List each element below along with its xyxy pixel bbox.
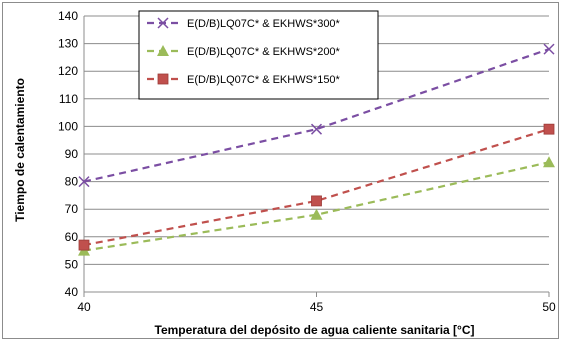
legend-marker bbox=[157, 17, 169, 29]
series-3 bbox=[78, 123, 555, 251]
x-tick-labels: 40 45 50 bbox=[77, 292, 556, 314]
data-point bbox=[543, 123, 555, 135]
y-tick-label: 100 bbox=[58, 119, 78, 133]
series-line bbox=[83, 161, 550, 252]
legend-marker bbox=[157, 45, 169, 56]
y-axis-title: Tiempo de calentamiento bbox=[13, 78, 27, 222]
legend-item: E(D/B)LQ07C* & EKHWS*200* bbox=[147, 45, 341, 58]
data-point bbox=[311, 195, 322, 207]
series-1 bbox=[78, 43, 555, 188]
y-tick-label: 120 bbox=[58, 64, 78, 78]
series-layer bbox=[78, 43, 555, 256]
series-line bbox=[83, 128, 550, 247]
y-tick-labels: 40 50 60 70 80 90 100 110 120 130 140 bbox=[58, 9, 78, 299]
legend-item: E(D/B)LQ07C* & EKHWS*150* bbox=[147, 73, 341, 86]
legend-label: E(D/B)LQ07C* & EKHWS*200* bbox=[187, 46, 341, 58]
x-axis-title: Temperatura del depósito de agua calient… bbox=[155, 323, 475, 337]
y-tick-label: 140 bbox=[58, 9, 78, 23]
legend-marker bbox=[157, 73, 169, 85]
data-point bbox=[78, 176, 90, 188]
x-tick-label: 40 bbox=[77, 300, 91, 314]
x-tick-label: 50 bbox=[542, 300, 556, 314]
x-tick-label: 45 bbox=[310, 300, 324, 314]
y-tick-label: 90 bbox=[65, 147, 79, 161]
legend: E(D/B)LQ07C* & EKHWS*300* E(D/B)LQ07C* & … bbox=[138, 10, 379, 100]
y-tick-label: 60 bbox=[65, 230, 79, 244]
legend-label: E(D/B)LQ07C* & EKHWS*150* bbox=[187, 74, 341, 86]
y-tick-label: 50 bbox=[65, 257, 79, 271]
data-point bbox=[543, 43, 555, 55]
y-tick-label: 130 bbox=[58, 37, 78, 51]
legend-item: E(D/B)LQ07C* & EKHWS*300* bbox=[147, 17, 341, 30]
y-tick-label: 110 bbox=[59, 92, 78, 106]
legend-label: E(D/B)LQ07C* & EKHWS*300* bbox=[187, 18, 341, 30]
y-tick-label: 80 bbox=[65, 175, 79, 189]
data-point bbox=[78, 239, 90, 251]
y-tick-label: 70 bbox=[65, 202, 79, 216]
y-tick-label: 40 bbox=[65, 285, 79, 299]
data-point bbox=[310, 208, 323, 220]
data-point bbox=[310, 123, 323, 135]
legend-box bbox=[138, 10, 379, 100]
series-line bbox=[83, 48, 550, 183]
data-point bbox=[543, 156, 555, 168]
